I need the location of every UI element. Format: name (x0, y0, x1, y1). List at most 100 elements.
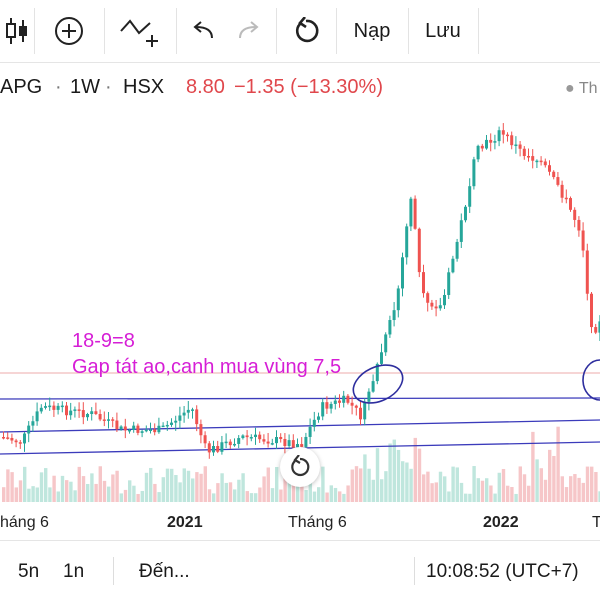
volume-bar (459, 482, 464, 502)
volume-bar (363, 454, 367, 502)
trend-line-upper (0, 397, 600, 400)
candle-body (48, 405, 52, 408)
candle-body (44, 406, 47, 408)
volume-bar (325, 492, 329, 502)
volume-bar (203, 466, 207, 502)
volume-bar (275, 466, 279, 502)
reset-icon (291, 455, 310, 477)
candle-body (346, 395, 350, 403)
reload-icon[interactable] (277, 0, 335, 62)
time-axis[interactable]: háng 6 2021 Tháng 6 2022 T (0, 505, 600, 539)
load-label: Nạp (353, 19, 391, 42)
volume-bar (258, 487, 262, 502)
save-button[interactable]: Lưu (409, 0, 477, 62)
volume-bar (430, 483, 434, 502)
candle-body (157, 425, 161, 433)
interval[interactable]: 1W (70, 76, 100, 98)
last-price: 8.80 (186, 76, 225, 98)
candle-body (249, 437, 253, 439)
candle-body (220, 442, 224, 452)
candle-body (392, 310, 396, 321)
volume-bar (438, 471, 443, 502)
candle-body (39, 407, 43, 412)
candle-body (371, 381, 375, 392)
volume-bar (23, 466, 27, 502)
volume-bar (455, 467, 459, 502)
candle-body (199, 424, 203, 436)
volume-bar (422, 474, 426, 502)
x-tick-label: 2022 (483, 514, 519, 531)
undo-icon[interactable] (180, 0, 226, 62)
candle-body (527, 156, 530, 158)
volume-bar (195, 472, 199, 502)
candle-body (128, 429, 131, 432)
volume-bar (136, 493, 140, 502)
candle-body (35, 411, 39, 422)
candle-body (325, 402, 329, 409)
volume-bar (426, 471, 430, 502)
candle-body (291, 440, 295, 448)
clock[interactable]: 10:08:52 (UTC+7) (426, 561, 579, 582)
price-chart[interactable]: 18-9=8 Gap tát ao,canh mua vùng 7,5 (0, 62, 600, 520)
candle-body (56, 405, 60, 410)
volume-bar (287, 474, 291, 502)
candle-body (459, 220, 463, 242)
range-1n-button[interactable]: 1n (63, 561, 85, 582)
market-status: ● Th (565, 80, 598, 98)
candle-body (489, 139, 493, 143)
volume-bar (161, 477, 165, 502)
volume-bar (207, 489, 212, 502)
volume-bar (472, 466, 476, 502)
candle-body (233, 443, 236, 446)
volume-bar (581, 482, 585, 502)
volume-bar (384, 471, 388, 502)
volume-bar (401, 461, 405, 502)
volume-bar (443, 476, 447, 502)
volume-bar (388, 443, 392, 502)
volume-bar (409, 468, 413, 502)
indicator-add-icon[interactable] (105, 0, 175, 62)
volume-bar (539, 468, 543, 502)
candle-body (518, 144, 522, 149)
candlestick-icon[interactable] (0, 0, 34, 62)
volume-bar (220, 473, 224, 502)
exchange: HSX (123, 76, 165, 98)
volume-bar (447, 491, 451, 502)
goto-date-button[interactable]: Đến... (139, 561, 190, 582)
volume-bar (44, 468, 48, 502)
volume-bar (237, 479, 241, 502)
volume-bar (233, 489, 237, 502)
candle-body (2, 437, 5, 439)
volume-bar (140, 490, 144, 502)
save-label: Lưu (425, 19, 461, 42)
ticker[interactable]: APG (0, 76, 43, 98)
volume-bar (39, 472, 44, 502)
candle-body (413, 198, 417, 229)
bottom-bar: 5n 1n Đến... 10:08:52 (UTC+7) (0, 540, 600, 601)
reset-chart-button[interactable] (280, 447, 320, 487)
candle-body (501, 130, 505, 135)
volume-bar (128, 480, 132, 502)
candle-body (144, 429, 148, 432)
redo-icon[interactable] (226, 0, 272, 62)
candle-body (329, 403, 333, 409)
load-button[interactable]: Nạp (337, 0, 407, 62)
candle-body (375, 363, 379, 382)
range-5n-button[interactable]: 5n (18, 561, 40, 582)
volume-bar (283, 474, 287, 502)
candle-body (543, 161, 547, 166)
volume-bar (548, 449, 552, 502)
candle-body (241, 435, 245, 439)
volume-bar (552, 455, 556, 502)
volume-bar (522, 474, 527, 502)
candle-body (27, 425, 31, 434)
candle-body (69, 410, 73, 416)
candle-body (237, 438, 241, 444)
candle-body (577, 219, 581, 231)
x-tick-label: Tháng 6 (288, 514, 347, 531)
candle-body (468, 186, 472, 207)
plus-circle-icon[interactable] (35, 0, 103, 62)
candle-body (548, 165, 551, 172)
volume-bar (186, 470, 191, 502)
annotation-line-2: Gap tát ao,canh mua vùng 7,5 (72, 356, 341, 378)
